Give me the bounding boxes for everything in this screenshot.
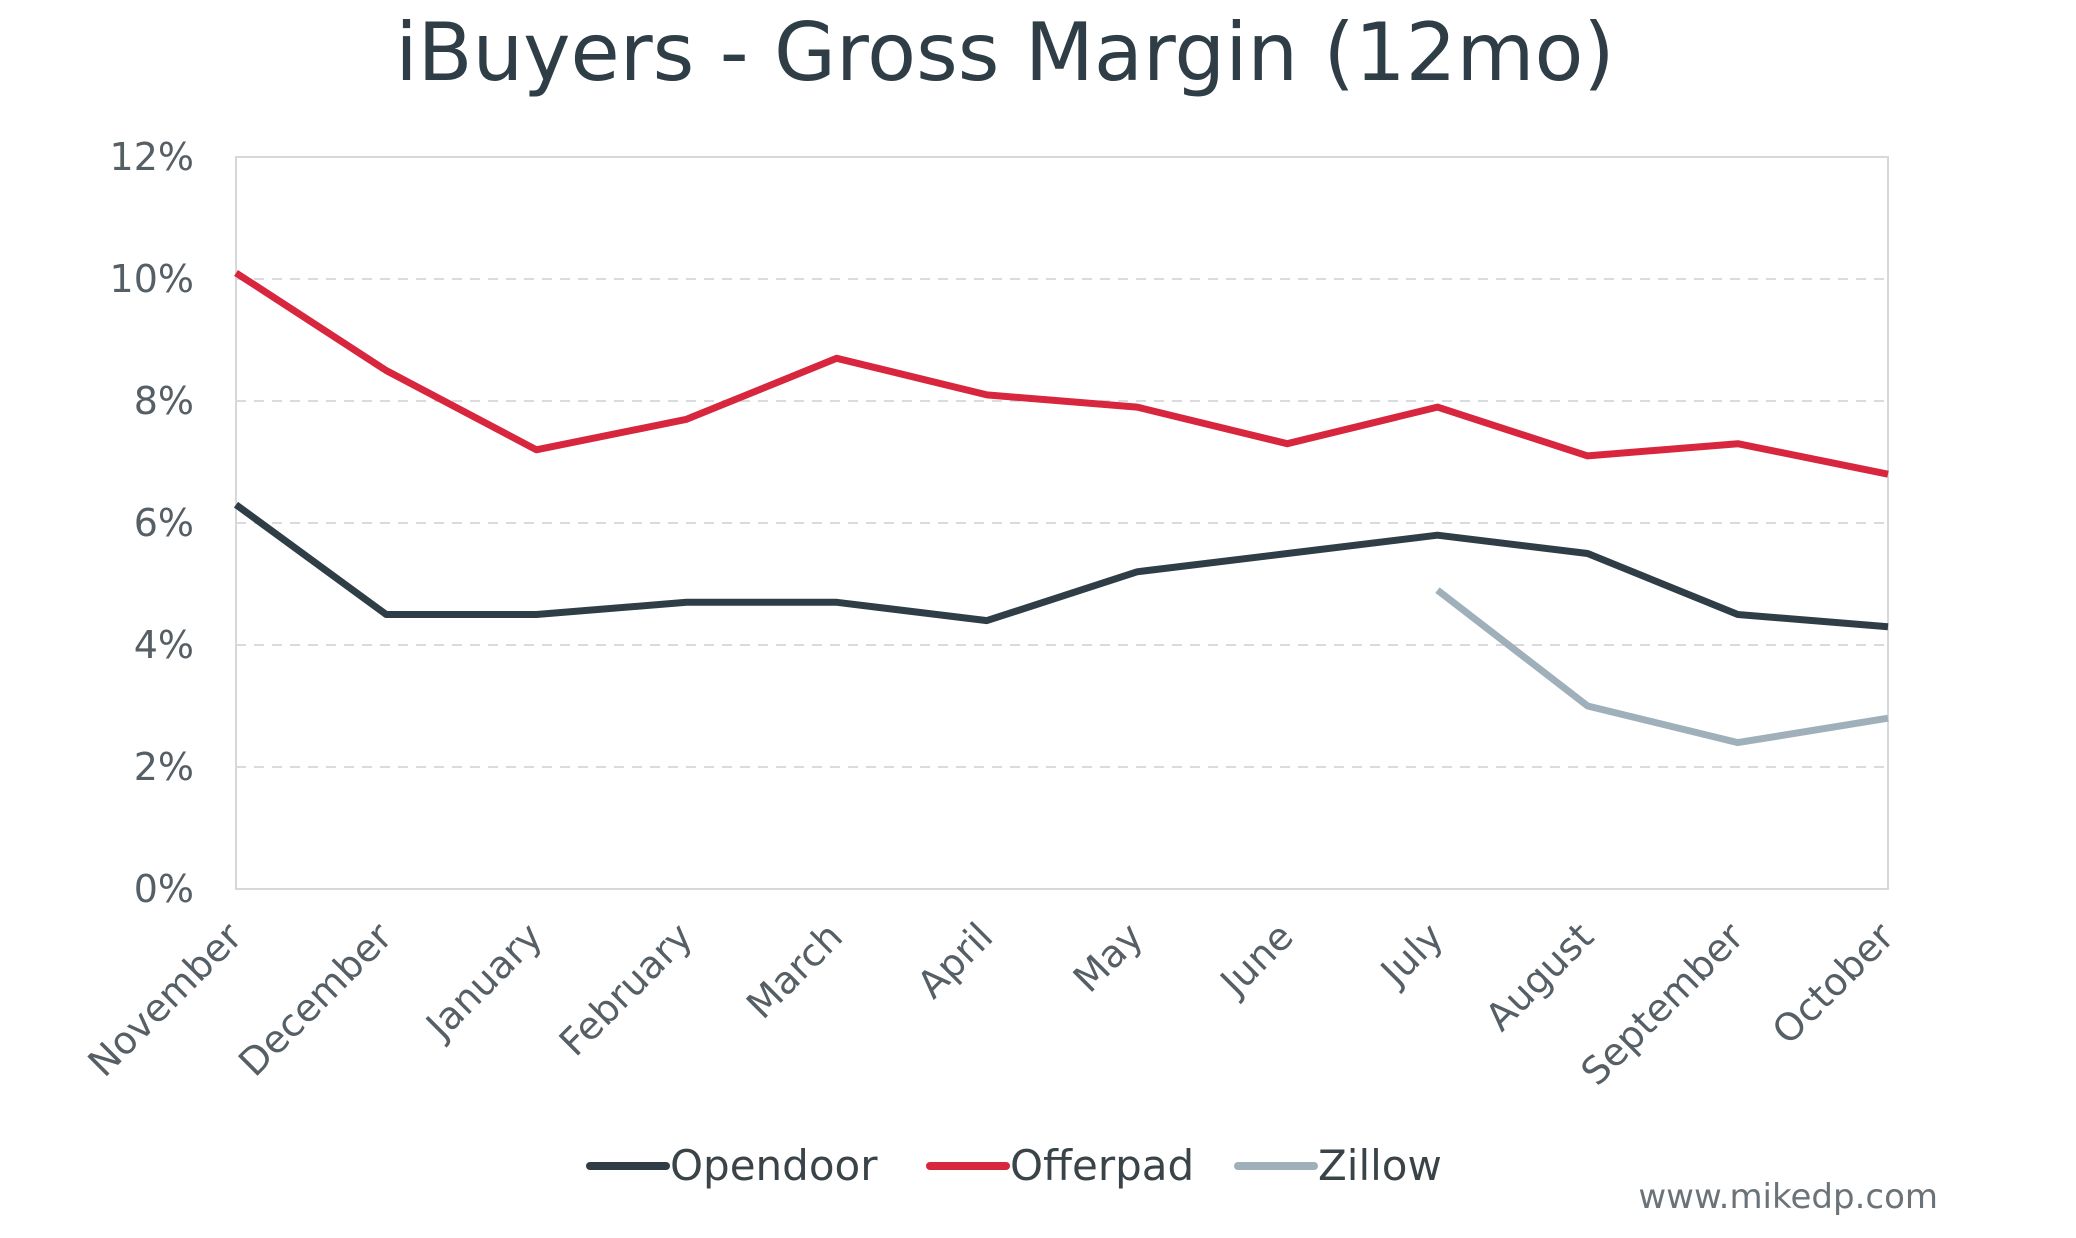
- x-tick-label: December: [230, 914, 401, 1085]
- plot-area-border: [235, 156, 1889, 890]
- y-tick-label: 8%: [134, 379, 194, 423]
- x-tick-label: July: [1371, 914, 1452, 995]
- x-tick-label: January: [416, 914, 550, 1048]
- x-tick-label: February: [551, 914, 701, 1064]
- series-lines: [233, 269, 1889, 747]
- x-tick-label: September: [1573, 914, 1753, 1094]
- series-line-zillow: [1435, 587, 1889, 747]
- legend-label-opendoor: Opendoor: [670, 1141, 878, 1190]
- x-tick-label: May: [1065, 914, 1152, 1001]
- y-tick-label: 2%: [134, 745, 194, 789]
- x-tick-label: June: [1211, 914, 1302, 1005]
- y-axis-ticks: 0% 2% 4% 6% 8% 10% 12%: [110, 135, 194, 911]
- x-tick-label: October: [1764, 914, 1903, 1053]
- y-tick-label: 0%: [134, 867, 194, 911]
- source-credit: www.mikedp.com: [1638, 1177, 1938, 1217]
- x-tick-label: April: [909, 914, 1002, 1007]
- legend: Opendoor Offerpad Zillow: [586, 1141, 1442, 1190]
- x-tick-label: August: [1477, 914, 1602, 1039]
- legend-label-offerpad: Offerpad: [1010, 1141, 1194, 1190]
- x-tick-label: March: [738, 914, 851, 1027]
- y-tick-label: 12%: [110, 135, 194, 179]
- y-tick-label: 4%: [134, 623, 194, 667]
- y-tick-label: 10%: [110, 257, 194, 301]
- series-line-offerpad: [234, 269, 1889, 478]
- legend-label-zillow: Zillow: [1318, 1141, 1442, 1190]
- grid-lines: [236, 278, 1888, 768]
- series-line-opendoor: [233, 501, 1889, 631]
- y-tick-label: 6%: [134, 501, 194, 545]
- x-tick-label: November: [79, 914, 250, 1085]
- chart-title: iBuyers - Gross Margin (12mo): [395, 6, 1614, 99]
